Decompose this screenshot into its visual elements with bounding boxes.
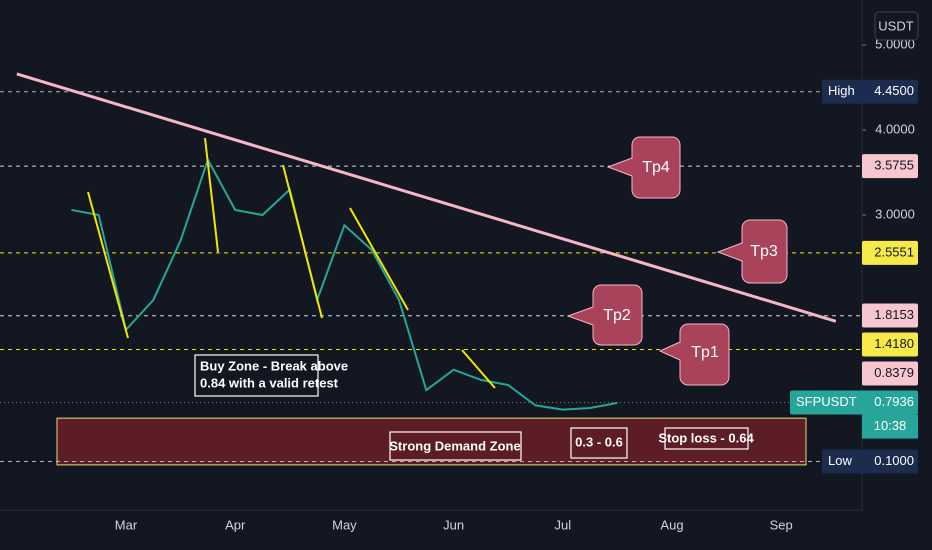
callout: Tp2: [566, 284, 643, 346]
price-line: [71, 157, 618, 411]
trend-layer: [16, 72, 837, 323]
yellow-trend-lines: [87, 137, 496, 389]
callout: Tp1: [658, 323, 730, 386]
trend-segment: [204, 137, 219, 253]
callout-shape: [606, 136, 681, 199]
callout-shape: [716, 219, 788, 284]
buy-zone-note: Buy Zone - Break above 0.84 with a valid…: [194, 354, 348, 397]
x-tick-label: Jul: [554, 517, 571, 532]
range-label: 0.3 - 0.6: [575, 434, 623, 449]
level-value: 3.5755: [874, 158, 914, 173]
callout-shape: [566, 284, 643, 346]
stop-loss-label: Stop loss - 0.64: [658, 430, 754, 445]
level-label-box: [862, 240, 918, 265]
level-label-box: [822, 79, 918, 104]
level-value: 1.8153: [874, 307, 914, 322]
x-tick-label: Mar: [115, 517, 138, 532]
level-name: SFPUSDT: [796, 394, 857, 409]
trendline: [16, 72, 837, 323]
time-box: [862, 414, 918, 439]
level-label-box: [862, 332, 918, 357]
level-value: 0.7936: [874, 394, 914, 409]
label-box: [389, 431, 522, 461]
level-value: 0.1000: [874, 453, 914, 468]
level-value: 1.4180: [874, 336, 914, 351]
note-text: Buy Zone - Break above: [200, 358, 348, 373]
x-tick-label: Sep: [770, 517, 793, 532]
level-value: 4.4500: [874, 83, 914, 98]
level-label-box: [862, 361, 918, 386]
level-label-box: [790, 390, 918, 415]
trend-segment: [349, 207, 409, 311]
y-tick-label: 3.0000: [875, 206, 915, 221]
trend-segment: [87, 191, 129, 339]
level-value: 0.8379: [874, 365, 914, 380]
callout-shape: [658, 323, 730, 386]
callout-text: Tp4: [642, 159, 670, 176]
x-tick-label: May: [332, 517, 357, 532]
grid-layer: [862, 44, 866, 216]
callout-text: Tp1: [691, 344, 719, 361]
currency-box: [874, 11, 919, 41]
level-name: High: [828, 83, 855, 98]
price-layer: [71, 157, 618, 411]
level-label-box: [822, 449, 918, 474]
trend-segment: [282, 164, 323, 319]
callout: Tp3: [716, 219, 788, 284]
label-box: [664, 427, 749, 450]
level-label-box: [862, 154, 918, 179]
callout: Tp4: [606, 136, 681, 199]
callout-text: Tp3: [750, 243, 778, 260]
level-label-box: [862, 303, 918, 328]
x-tick-label: Jun: [443, 517, 464, 532]
callout-text: Tp2: [603, 307, 631, 324]
x-tick-label: Apr: [225, 517, 246, 532]
currency-label: USDT: [878, 18, 913, 33]
zone-layer: [56, 417, 807, 466]
zone-labels: Strong Demand Zone 0.3 - 0.6 Stop loss -…: [389, 427, 754, 461]
x-tick-label: Aug: [660, 517, 683, 532]
level-value: 2.5551: [874, 244, 914, 259]
trend-segment: [461, 349, 496, 389]
time-label: 10:38: [874, 418, 907, 433]
label-box: [570, 427, 628, 459]
demand-zone: [56, 417, 807, 466]
zone-label: Strong Demand Zone: [389, 438, 520, 453]
level-name: Low: [828, 453, 852, 468]
y-tick-label: 4.0000: [875, 121, 915, 136]
note-box: [194, 354, 319, 397]
note-text: 0.84 with a valid retest: [200, 375, 339, 390]
